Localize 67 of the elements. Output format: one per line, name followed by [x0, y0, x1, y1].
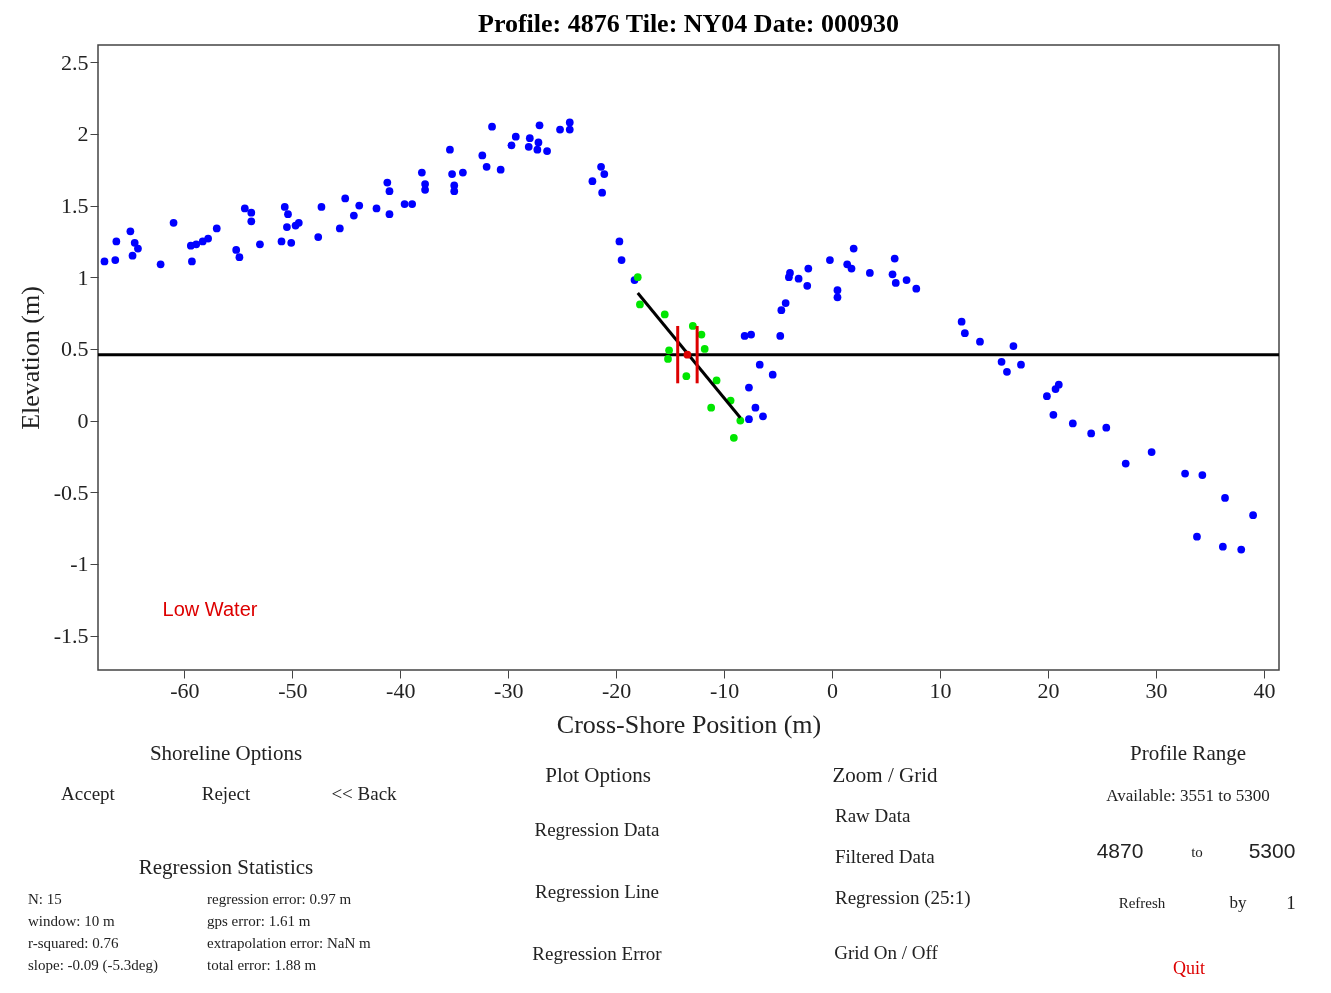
y-tick-label: 1.5 [61, 193, 89, 219]
text: N: 15 [28, 891, 62, 907]
text: Regression (25:1) [835, 887, 971, 909]
text: Reject [201, 783, 251, 804]
x-tick-label: -60 [170, 677, 200, 703]
x-tick-label: -50 [278, 677, 308, 703]
x-tick-label: 40 [1253, 677, 1276, 703]
y-tick-label: -1 [70, 551, 89, 577]
x-tick-label: -30 [494, 677, 524, 703]
x-tick-label: 10 [929, 677, 952, 703]
text: Profile Range [1129, 741, 1247, 765]
chart-title: Profile: 4876 Tile: NY04 Date: 000930 [478, 9, 899, 38]
point [736, 416, 745, 425]
point [665, 346, 673, 355]
text: r-squared: 0.76 [28, 935, 120, 951]
text: Quit [1172, 958, 1206, 978]
y-tick-label: 2.5 [61, 49, 89, 75]
text: extrapolation error: NaN m [207, 935, 372, 951]
text: Grid On / Off [834, 942, 939, 963]
y-tick-label: -0.5 [53, 479, 89, 505]
y-tick-label: 0.5 [61, 336, 89, 362]
y-axis-title: Elevation (m) [15, 286, 45, 430]
text: 1 [1286, 892, 1296, 913]
x-tick-label: 20 [1037, 677, 1060, 703]
y-tick-label: 2 [77, 121, 89, 147]
text: window: 10 m [28, 913, 115, 929]
y-tick-label: 1 [77, 264, 89, 290]
y-tick-label: 0 [77, 408, 89, 434]
text: Raw Data [835, 805, 912, 826]
text: to [1191, 844, 1203, 860]
point [636, 300, 644, 309]
point [682, 372, 691, 380]
point [660, 310, 669, 319]
text: Filtered Data [835, 846, 936, 867]
text: Accept [61, 783, 116, 804]
x-tick-label: -10 [709, 677, 740, 703]
text: 4870 [1096, 839, 1144, 862]
text: slope: -0.09 (-5.3deg) [28, 957, 158, 974]
text: Shoreline Options [149, 741, 303, 765]
text: Regression Data [534, 819, 661, 840]
text: Zoom / Grid [832, 763, 938, 787]
text: Regression Error [532, 943, 663, 964]
text: regression error: 0.97 m [207, 891, 352, 907]
x-tick-label: -40 [386, 677, 416, 703]
point [700, 345, 709, 353]
text: Plot Options [545, 763, 651, 787]
text: << Back [331, 783, 398, 804]
point [712, 376, 721, 385]
text: gps error: 1.61 m [207, 913, 311, 929]
text: Refresh [1118, 895, 1166, 911]
text: Regression Statistics [138, 855, 314, 879]
x-tick-label: -20 [602, 677, 632, 703]
text: by [1229, 893, 1247, 912]
y-tick-label: -1.5 [53, 623, 89, 649]
point [683, 350, 692, 359]
x-axis-title: Cross-Shore Position (m) [556, 709, 822, 739]
annotation: Low Water [162, 598, 258, 620]
x-tick-label: 0 [827, 677, 839, 703]
point [729, 433, 738, 442]
point [664, 355, 672, 363]
text: Regression Line [534, 881, 660, 902]
text: Available: 3551 to 5300 [1106, 786, 1270, 805]
text: 5300 [1248, 839, 1296, 862]
text: total error: 1.88 m [207, 957, 317, 973]
point [707, 403, 716, 412]
x-tick-label: 30 [1145, 677, 1168, 703]
point [688, 322, 697, 330]
